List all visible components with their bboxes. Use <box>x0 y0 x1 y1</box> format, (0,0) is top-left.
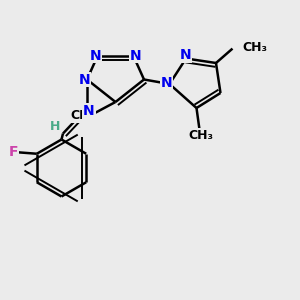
Text: H: H <box>50 120 60 134</box>
Text: F: F <box>9 145 19 159</box>
Text: CH₃: CH₃ <box>242 40 267 54</box>
Text: N: N <box>79 73 90 86</box>
Text: N: N <box>161 76 172 90</box>
Text: N: N <box>83 104 94 118</box>
Text: N: N <box>180 48 191 62</box>
Text: CH₃: CH₃ <box>188 129 214 142</box>
Text: N: N <box>89 49 101 62</box>
Text: N: N <box>130 49 142 62</box>
Text: CH₃: CH₃ <box>70 109 95 122</box>
